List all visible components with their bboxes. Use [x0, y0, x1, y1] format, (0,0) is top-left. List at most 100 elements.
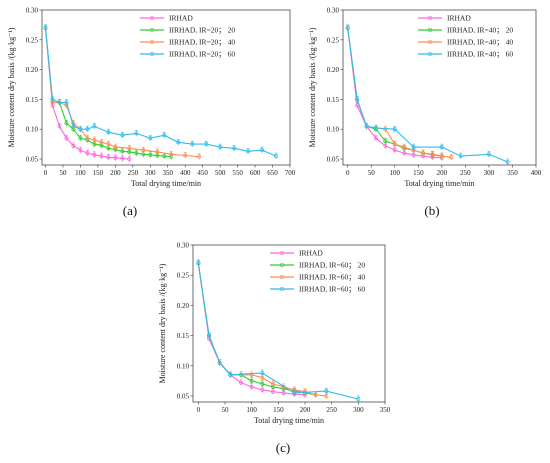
data-point	[260, 375, 265, 380]
data-point	[260, 387, 265, 392]
data-point	[345, 25, 350, 30]
x-tick-label: 150	[93, 169, 104, 177]
x-tick-label: 300	[145, 169, 156, 177]
series-3	[345, 24, 454, 161]
x-tick-label: 200	[110, 169, 121, 177]
plot-frame	[192, 244, 386, 403]
y-axis-label: Moisture content dry basis /(kg·kg⁻¹)	[7, 27, 16, 147]
data-point	[78, 136, 83, 141]
data-point	[439, 145, 444, 150]
data-point	[271, 381, 275, 386]
series-line	[197, 263, 359, 400]
data-point	[183, 153, 188, 158]
data-point	[430, 152, 435, 157]
legend-entry: IIRHAD, IR=60； 40	[299, 273, 365, 282]
x-tick-label: 100	[75, 169, 86, 177]
y-tick-label: 0.05	[327, 156, 340, 164]
data-point	[141, 148, 146, 153]
data-point	[71, 143, 76, 148]
data-point	[324, 389, 329, 394]
data-point	[383, 139, 388, 144]
x-tick-label: 350	[380, 406, 391, 414]
legend-marker	[279, 286, 285, 292]
x-axis-label: Total drying time/min	[131, 179, 201, 188]
data-point	[85, 127, 90, 132]
data-point	[324, 394, 329, 398]
x-tick-label: 50	[368, 169, 376, 177]
x-tick-label: 400	[531, 169, 542, 177]
y-tick-label: 0.10	[177, 362, 190, 370]
series-2	[345, 24, 444, 160]
data-point	[162, 154, 167, 159]
data-point	[402, 151, 407, 156]
x-tick-label: 350	[507, 169, 518, 177]
data-point	[260, 148, 265, 153]
data-point	[43, 25, 48, 30]
data-point	[64, 121, 69, 126]
x-tick-label: 250	[326, 406, 337, 414]
data-point	[120, 149, 125, 154]
x-tick-label: 150	[273, 406, 284, 414]
data-point	[313, 392, 318, 397]
legend-marker	[427, 27, 433, 33]
legend-entry: IIRHAD, IR=20； 60	[169, 50, 235, 59]
series-4	[345, 24, 510, 166]
legend-entry: IIRHAD, IR=20； 40	[169, 38, 235, 47]
data-point	[218, 145, 223, 150]
data-point	[64, 136, 69, 141]
data-point	[292, 390, 297, 395]
series-line	[347, 27, 442, 159]
legend-entry: IIRHAD, IR=40； 60	[447, 50, 513, 59]
y-tick-label: 0.30	[177, 242, 190, 250]
data-point	[449, 155, 454, 160]
data-point	[120, 156, 125, 161]
x-tick-label: 550	[232, 169, 243, 177]
data-point	[249, 378, 254, 383]
legend-entry: IIRHAD, IR=40； 40	[447, 38, 513, 47]
series-4	[196, 259, 361, 402]
legend-entry: IRHAD	[447, 14, 471, 23]
data-point	[486, 152, 491, 157]
x-tick-label: 350	[162, 169, 173, 177]
data-point	[113, 145, 118, 150]
data-point	[356, 397, 361, 401]
data-point	[155, 149, 160, 154]
series-1	[345, 24, 444, 161]
x-tick-label: 300	[484, 169, 495, 177]
legend-marker	[149, 51, 155, 57]
x-tick-label: 0	[197, 406, 201, 414]
data-point	[92, 138, 97, 142]
data-point	[127, 146, 132, 151]
legend-marker	[279, 262, 285, 268]
x-tick-label: 100	[246, 406, 257, 414]
data-point	[78, 127, 83, 132]
data-point	[217, 360, 222, 365]
y-axis-label: Moisture content dry basis /(kg·kg⁻¹)	[158, 263, 167, 383]
legend-entry: IIRHAD, IR=20； 20	[169, 26, 235, 35]
data-point	[106, 155, 111, 160]
data-point	[411, 145, 416, 150]
data-point	[71, 124, 76, 129]
y-tick-label: 0.15	[26, 96, 39, 104]
x-tick-label: 100	[390, 169, 401, 177]
data-point	[85, 151, 90, 156]
data-point	[374, 126, 378, 130]
data-point	[402, 145, 407, 150]
x-tick-label: 700	[285, 169, 296, 177]
y-tick-label: 0.05	[26, 156, 39, 164]
x-axis-label: Total drying time/min	[404, 179, 474, 188]
data-point	[50, 97, 55, 102]
data-point	[64, 100, 69, 105]
legend-marker	[427, 51, 433, 57]
y-tick-label: 0.30	[26, 7, 39, 15]
legend-entry: IIRHAD, IR=60； 20	[299, 261, 365, 270]
x-tick-label: 450	[197, 169, 208, 177]
data-point	[148, 152, 153, 157]
data-point	[78, 148, 83, 153]
data-point	[439, 154, 444, 159]
data-point	[85, 136, 90, 141]
data-point	[392, 127, 397, 132]
series-line	[197, 263, 316, 396]
y-tick-label: 0.25	[177, 272, 190, 280]
y-tick-label: 0.25	[327, 36, 340, 44]
